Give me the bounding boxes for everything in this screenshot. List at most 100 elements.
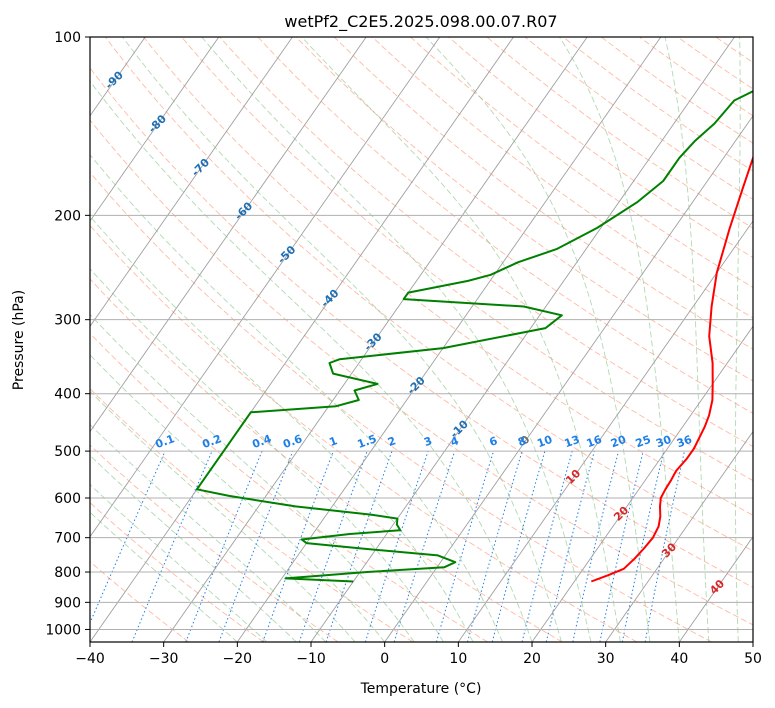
mixing-ratio-line xyxy=(90,450,166,625)
mixing-ratio-label: 0.1 xyxy=(154,432,177,451)
temperature-line xyxy=(590,155,753,583)
isotherm-line xyxy=(457,220,753,642)
dry-adiabat-line xyxy=(90,224,638,642)
dewpoint-line xyxy=(195,90,753,583)
x-tick-label: 10 xyxy=(449,651,467,667)
mixing-ratio-label: 2 xyxy=(386,434,398,449)
mixing-ratio-line xyxy=(599,450,644,642)
moist-adiabat-line xyxy=(301,37,621,642)
mixing-ratio-line xyxy=(572,450,620,642)
isotherm-line xyxy=(90,37,441,538)
mixing-ratio-line xyxy=(435,450,495,642)
dry-adiabat-line xyxy=(181,37,753,482)
mixing-ratio-line xyxy=(298,450,368,642)
chart-title: wetPf2_C2E5.2025.098.00.07.R07 xyxy=(284,12,557,32)
dry-adiabat-line xyxy=(90,561,190,642)
mixing-ratio-label: 4 xyxy=(449,434,461,449)
y-tick-label: 300 xyxy=(54,313,81,329)
axes-frame xyxy=(89,36,754,643)
mixing-ratio-label: 16 xyxy=(585,433,604,451)
mixing-ratio-line xyxy=(545,450,595,642)
dry-adiabat-line xyxy=(219,37,753,448)
mixing-ratio-label: 0.6 xyxy=(281,432,304,451)
y-tick-label: 600 xyxy=(54,491,81,507)
x-tick-label: −30 xyxy=(149,651,179,667)
moist-adiabat-line xyxy=(201,37,592,642)
x-axis-label: Temperature (°C) xyxy=(360,681,482,697)
mixing-ratio-label: 13 xyxy=(563,433,582,450)
mixing-ratio-label: 8 xyxy=(516,434,528,449)
y-axis-label: Pressure (hPa) xyxy=(11,290,27,390)
moist-adiabat-line xyxy=(90,390,356,642)
mixing-ratio-label: 36 xyxy=(675,433,694,451)
isotherm-line xyxy=(90,37,220,222)
dry-adiabat-line xyxy=(90,278,563,642)
moist-adiabat-line xyxy=(664,37,710,642)
dry-adiabat-line xyxy=(143,37,753,516)
moist-adiabat-line xyxy=(90,153,503,642)
dry-adiabat-line xyxy=(90,332,488,642)
isotherm-line xyxy=(531,325,753,642)
y-axis-ticks: 100 200 300 400 500 600 700 800 900 1000 xyxy=(45,30,90,638)
x-tick-label: 50 xyxy=(744,651,762,667)
mixing-ratio-line xyxy=(218,450,294,642)
y-tick-label: 400 xyxy=(54,387,81,403)
isotherm-line xyxy=(384,115,753,642)
x-tick-label: −40 xyxy=(75,651,105,667)
mixing-ratio-label: 25 xyxy=(634,433,653,450)
mixing-ratio-label: 1.5 xyxy=(356,432,379,451)
dry-adiabat-line xyxy=(90,67,753,588)
moist-adiabat-line xyxy=(90,80,533,642)
x-axis-ticks: −40 −30 −20 −10 0 10 20 30 40 50 xyxy=(75,642,762,667)
moist-adiabat-line xyxy=(90,354,386,642)
moist-adiabats xyxy=(90,37,741,642)
moist-adiabat-line xyxy=(90,483,268,642)
moist-adiabat-line xyxy=(734,37,741,642)
dry-adiabat-line xyxy=(295,37,753,382)
mixing-ratio-line xyxy=(131,450,213,642)
mixing-ratio-label: 6 xyxy=(488,434,500,449)
x-tick-label: 40 xyxy=(670,651,688,667)
isotherm-line xyxy=(310,37,735,642)
y-tick-label: 800 xyxy=(54,565,81,581)
mixing-ratio-line xyxy=(262,450,334,642)
x-tick-label: 0 xyxy=(380,651,389,667)
isotherm-line xyxy=(163,37,588,642)
sounding-series xyxy=(195,90,753,583)
y-tick-label: 700 xyxy=(54,531,81,547)
mixing-ratio-label: 0.4 xyxy=(250,432,273,451)
mixing-ratio-line xyxy=(185,450,263,642)
mixing-ratio-line xyxy=(521,450,573,642)
y-tick-label: 1000 xyxy=(45,622,81,638)
isotherm-line xyxy=(236,37,662,642)
mixing-ratio-label: 30 xyxy=(654,433,673,451)
mixing-ratio-label: 3 xyxy=(422,434,434,449)
mixing-ratio-label: 0.2 xyxy=(200,432,223,451)
mixing-ratio-line xyxy=(364,450,429,642)
isotherms xyxy=(90,37,753,642)
plot-area: -100-90-80-70-60-50-40-30-20-10010203040… xyxy=(90,37,753,642)
mixing-ratio-label: 1 xyxy=(327,434,339,449)
isotherm-line xyxy=(90,37,293,328)
dry-adiabat-line xyxy=(372,37,753,319)
isotherm-line xyxy=(605,430,753,642)
x-tick-label: −20 xyxy=(223,651,253,667)
moist-adiabat-line xyxy=(425,37,651,642)
moist-adiabat-line xyxy=(90,215,474,642)
y-tick-label: 200 xyxy=(54,208,81,224)
mixing-ratio-line xyxy=(325,450,393,642)
dry-adiabat-line xyxy=(90,119,753,626)
x-tick-label: 20 xyxy=(523,651,541,667)
moist-adiabat-line xyxy=(90,511,238,642)
mixing-ratio-line xyxy=(467,450,523,642)
isotherm-line xyxy=(678,535,753,642)
isotherm-line xyxy=(90,37,367,433)
mixing-ratio-label: 20 xyxy=(609,433,628,451)
x-tick-label: −10 xyxy=(296,651,326,667)
y-tick-label: 500 xyxy=(54,444,81,460)
moist-adiabat-line xyxy=(90,268,444,642)
y-tick-label: 900 xyxy=(54,595,81,611)
dry-adiabat-line xyxy=(90,171,712,642)
x-tick-label: 30 xyxy=(597,651,615,667)
